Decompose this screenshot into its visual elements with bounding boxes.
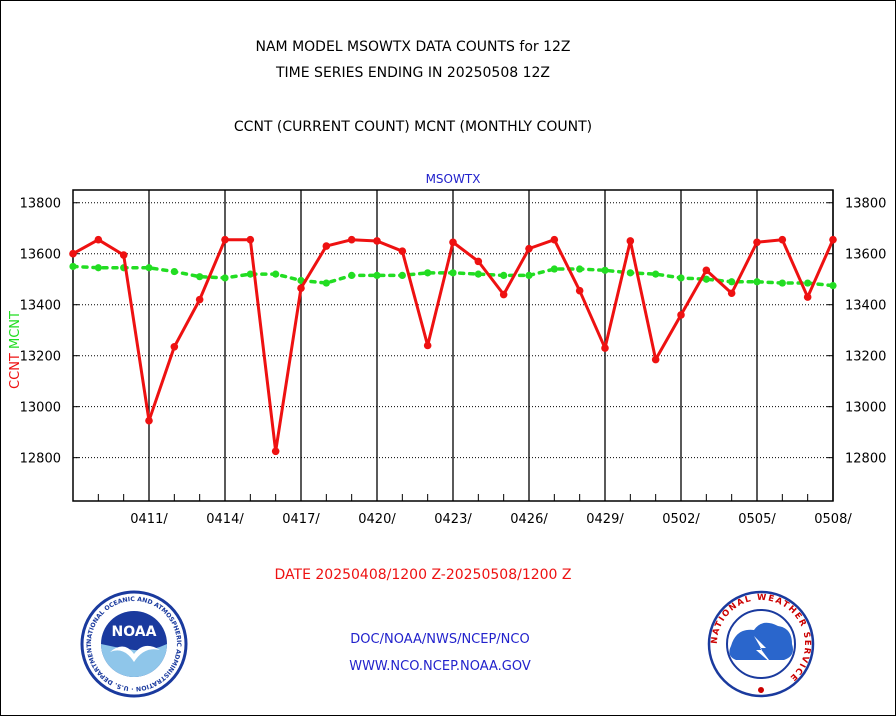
- mcnt-point: [525, 271, 533, 279]
- noaa-wordmark: NOAA: [112, 624, 157, 640]
- ccnt-point: [423, 341, 432, 350]
- ccnt-point: [322, 242, 331, 250]
- y-axis-label-ccnt: CCNT: [8, 349, 23, 389]
- mcnt-point: [474, 270, 482, 278]
- mcnt-point: [804, 279, 812, 287]
- mcnt-point: [398, 271, 406, 279]
- y-axis-label-mcnt: MCNT: [8, 311, 23, 349]
- x-tick-label: 0508/: [814, 512, 852, 527]
- mcnt-point: [601, 266, 609, 274]
- ccnt-point: [246, 235, 255, 244]
- ccnt-point: [195, 295, 204, 304]
- ccnt-point: [575, 286, 584, 295]
- x-tick-label: 0505/: [738, 512, 776, 527]
- ccnt-point: [525, 244, 533, 253]
- y-axis-label: CCNT MCNT: [8, 311, 23, 389]
- mcnt-point: [69, 262, 77, 271]
- mcnt-point: [829, 281, 837, 290]
- mcnt-point: [500, 271, 508, 279]
- ccnt-point: [474, 257, 483, 266]
- y-tick-label-right: 13000: [845, 401, 886, 416]
- ccnt-point: [651, 355, 660, 364]
- ccnt-point: [677, 311, 685, 319]
- mcnt-point: [728, 278, 736, 286]
- mcnt-point: [778, 279, 786, 287]
- ccnt-point: [373, 237, 381, 245]
- ccnt-point: [347, 235, 356, 244]
- ccnt-point: [550, 235, 559, 244]
- x-tick-label: 0502/: [662, 512, 700, 527]
- mcnt-point: [272, 270, 280, 278]
- mcnt-point: [576, 265, 584, 273]
- x-tick-label: 0420/: [358, 512, 396, 527]
- ccnt-point: [803, 293, 812, 301]
- y-tick-label-left: 13800: [20, 197, 61, 212]
- ccnt-point: [297, 284, 305, 292]
- ccnt-point: [601, 344, 609, 352]
- ccnt-point: [119, 251, 128, 259]
- website-text: WWW.NCO.NCEP.NOAA.GOV: [349, 659, 531, 674]
- y-tick-label-left: 13600: [20, 248, 61, 263]
- mcnt-point: [449, 269, 457, 277]
- header-line-3: CCNT (CURRENT COUNT) MCNT (MONTHLY COUNT…: [233, 119, 593, 135]
- mcnt-point: [702, 275, 710, 283]
- mcnt-point: [170, 267, 178, 276]
- y-tick-label-right: 12800: [845, 452, 886, 467]
- org-path-text: DOC/NOAA/NWS/NCEP/NCO: [350, 632, 530, 647]
- mcnt-point: [221, 274, 229, 282]
- y-tick-label-left: 13400: [20, 299, 61, 314]
- y-tick-label-left: 13200: [20, 350, 61, 365]
- ccnt-point: [221, 235, 229, 244]
- mcnt-point: [652, 270, 660, 278]
- mcnt-point: [348, 271, 356, 279]
- x-tick-label: 0414/: [206, 512, 244, 527]
- nws-logo: NATIONAL WEATHER SERVICE: [707, 590, 815, 698]
- ccnt-point: [271, 447, 280, 456]
- noaa-logo: NATIONAL OCEANIC AND ATMOSPHERIC ADMINIS…: [80, 590, 188, 698]
- y-tick-label-left: 12800: [20, 452, 61, 467]
- ccnt-point: [145, 416, 153, 425]
- ccnt-point: [499, 290, 508, 299]
- y-tick-label-right: 13200: [845, 350, 886, 365]
- ccnt-point: [94, 235, 103, 244]
- ccnt-point: [626, 237, 635, 245]
- y-tick-label-left: 13000: [20, 401, 61, 416]
- header-line-2: TIME SERIES ENDING IN 20250508 12Z: [276, 65, 550, 81]
- mcnt-point: [246, 270, 254, 278]
- mcnt-point: [626, 269, 634, 277]
- x-tick-label: 0423/: [434, 512, 472, 527]
- x-axis-label: DATE 20250408/1200 Z-20250508/1200 Z: [275, 567, 572, 583]
- mcnt-point: [677, 274, 685, 282]
- ccnt-point: [778, 235, 787, 244]
- ccnt-point: [727, 289, 736, 298]
- ccnt-point: [69, 249, 77, 258]
- ccnt-point: [702, 266, 711, 275]
- plot-title: MSOWTX: [426, 172, 481, 186]
- x-tick-label: 0426/: [510, 512, 548, 527]
- header-line-1: NAM MODEL MSOWTX DATA COUNTS for 12Z: [255, 39, 571, 55]
- mcnt-point: [424, 269, 432, 277]
- mcnt-point: [550, 265, 558, 273]
- ccnt-point: [449, 238, 457, 247]
- ccnt-point: [753, 238, 761, 247]
- y-tick-label-right: 13400: [845, 299, 886, 314]
- x-tick-label: 0429/: [586, 512, 624, 527]
- mcnt-point: [145, 264, 153, 272]
- mcnt-point: [753, 278, 761, 286]
- mcnt-point: [94, 264, 102, 272]
- mcnt-point: [196, 273, 204, 281]
- y-tick-label-right: 13800: [845, 197, 886, 212]
- ccnt-point: [829, 235, 837, 244]
- mcnt-point: [322, 279, 330, 287]
- ccnt-point: [170, 342, 179, 351]
- ccnt-point: [398, 247, 407, 255]
- y-tick-label-right: 13600: [845, 248, 886, 263]
- mcnt-point: [373, 271, 381, 279]
- x-tick-label: 0417/: [282, 512, 320, 527]
- x-tick-label: 0411/: [130, 512, 168, 527]
